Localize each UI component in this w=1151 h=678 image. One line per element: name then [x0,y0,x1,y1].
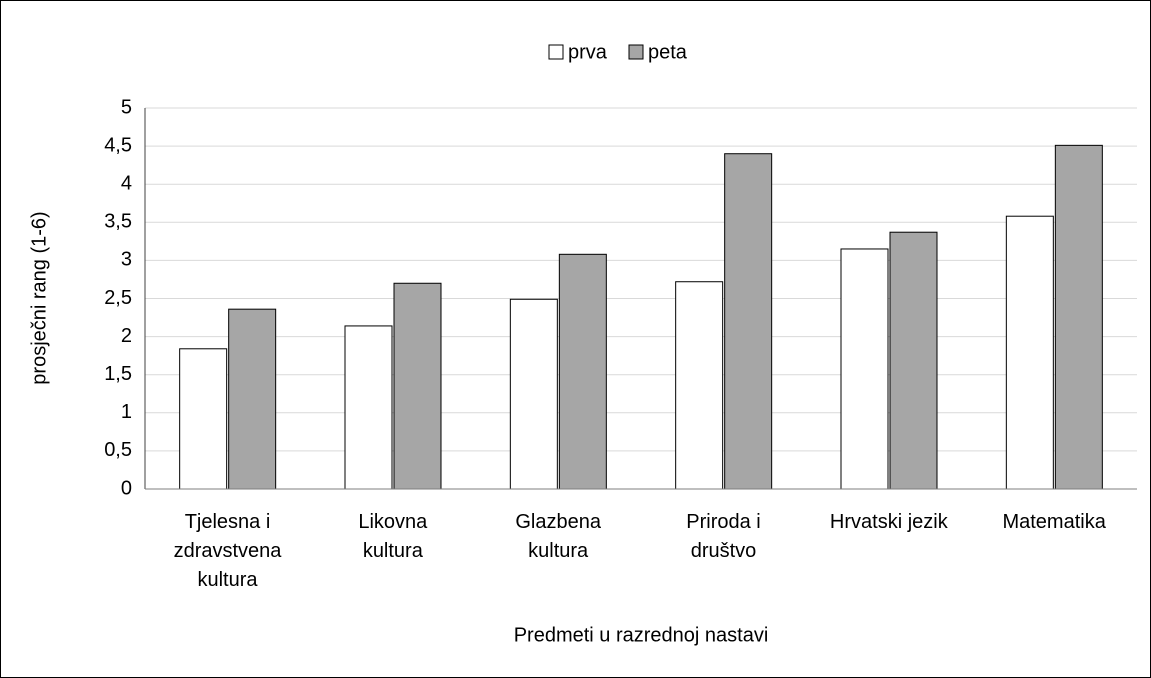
legend-label: peta [648,41,688,63]
y-tick-label: 3,5 [104,211,132,233]
bar [393,282,442,490]
y-tick-label: 0 [121,477,132,499]
y-tick-label: 4,5 [104,134,132,156]
bar [344,325,393,490]
bar [889,231,938,490]
legend-swatch [548,44,564,60]
bar [509,298,558,490]
y-tick-label: 1,5 [104,363,132,385]
y-tick-label: 5 [121,96,132,118]
x-tick-label: Hrvatski jezik [829,511,948,533]
x-tick-label: Likovna kultura [358,511,428,562]
y-tick-label: 1 [121,401,132,423]
legend-swatch [628,44,644,60]
bar [228,308,277,490]
x-axis-title: Predmeti u razrednoj nastavi [514,624,769,646]
y-tick-label: 3 [121,249,132,271]
bar [724,153,773,490]
bar [179,348,228,490]
y-axis-title: prosječni rang (1-6) [28,211,50,384]
bar [1005,215,1054,490]
y-tick-label: 0,5 [104,439,132,461]
bar [840,248,889,490]
y-tick-label: 2,5 [104,287,132,309]
y-tick-label: 4 [121,172,132,194]
x-tick-label: Tjelesna i zdravstvena kultura [173,511,282,591]
y-tick-label: 2 [121,325,132,347]
x-tick-label: Priroda i društvo [686,511,761,562]
x-tick-label: Matematika [1002,511,1106,533]
legend-label: prva [568,41,608,63]
bar [675,281,724,490]
bar [558,253,607,490]
x-tick-label: Glazbena kultura [515,511,601,562]
bar [1054,144,1103,490]
